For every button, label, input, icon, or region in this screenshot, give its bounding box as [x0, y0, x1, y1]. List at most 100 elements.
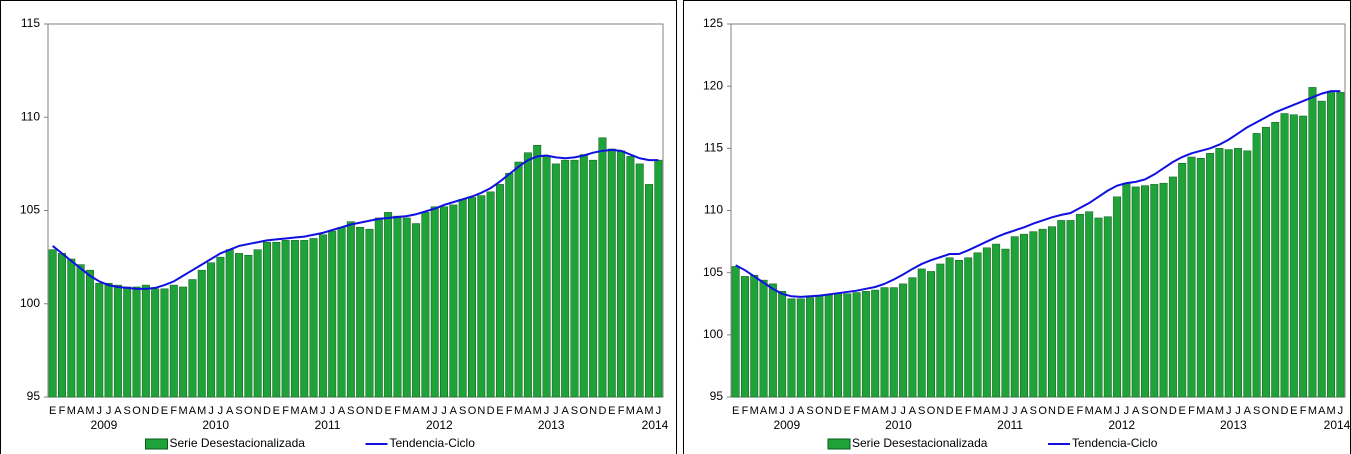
x-tick-label: E — [608, 405, 615, 417]
x-tick-label: O — [580, 405, 589, 417]
year-label: 2011 — [997, 418, 1023, 432]
x-tick-label: O — [927, 405, 936, 417]
bar — [263, 241, 271, 398]
bar — [160, 288, 169, 398]
x-tick-label: A — [1132, 405, 1140, 417]
bar — [992, 243, 1001, 398]
bar — [356, 227, 365, 398]
x-tick-label: M — [421, 405, 430, 417]
bar — [1178, 163, 1187, 398]
bar — [954, 259, 963, 398]
x-tick-label: N — [936, 405, 944, 417]
x-tick-label: J — [789, 405, 795, 417]
bar — [281, 240, 290, 398]
x-tick-label: F — [394, 405, 401, 417]
x-tick-label: M — [514, 405, 523, 417]
year-label: 2013 — [538, 418, 565, 432]
x-tick-label: D — [598, 405, 606, 417]
y-tick-label: 115 — [704, 141, 723, 155]
x-tick-label: F — [1300, 405, 1307, 417]
x-tick-label: J — [106, 405, 112, 417]
x-tick-label: M — [67, 405, 76, 417]
bar — [412, 223, 421, 398]
y-tick-label: 120 — [703, 78, 723, 92]
bar — [815, 296, 824, 398]
x-tick-label: A — [338, 405, 346, 417]
x-tick-label: A — [1206, 405, 1214, 417]
x-tick-label: O — [1262, 405, 1271, 417]
bar — [1057, 220, 1066, 398]
bar — [834, 293, 842, 398]
x-tick-label: M — [1326, 405, 1335, 417]
bar — [104, 282, 113, 398]
x-tick-label: E — [273, 405, 280, 417]
x-tick-label: M — [197, 405, 206, 417]
x-tick-label: E — [496, 405, 503, 417]
x-tick-label: S — [571, 405, 578, 417]
x-tick-label: F — [853, 405, 860, 417]
x-tick-label: A — [909, 405, 917, 417]
x-tick-label: F — [506, 405, 513, 417]
x-tick-label: A — [1244, 405, 1252, 417]
bar — [272, 241, 281, 398]
bar — [1327, 90, 1336, 398]
x-tick-label: F — [1076, 405, 1083, 417]
x-tick-label: F — [965, 405, 972, 417]
x-tick-label: E — [1179, 405, 1186, 417]
bar — [216, 256, 225, 398]
bar — [514, 161, 523, 398]
x-tick-label: J — [1114, 405, 1120, 417]
year-label: 2009 — [773, 418, 800, 432]
bar — [1159, 182, 1168, 398]
bar — [778, 291, 787, 398]
x-tick-label: O — [356, 405, 365, 417]
bar — [1141, 185, 1149, 398]
bar — [1243, 150, 1252, 398]
bar — [393, 215, 402, 398]
x-tick-label: S — [806, 405, 813, 417]
bar — [1038, 228, 1047, 398]
bar — [225, 249, 234, 398]
bar — [598, 137, 607, 398]
x-tick-label: M — [992, 405, 1001, 417]
bar — [1280, 113, 1289, 398]
bar — [486, 191, 495, 398]
x-tick-label: A — [524, 405, 532, 417]
year-label: 2011 — [315, 418, 341, 432]
bar — [95, 282, 104, 398]
x-tick-label: M — [644, 405, 653, 417]
bar — [235, 253, 244, 398]
bar — [731, 266, 740, 398]
x-tick-label: J — [432, 405, 438, 417]
y-tick-label: 125 — [703, 16, 723, 30]
x-tick-label: J — [1235, 405, 1241, 417]
x-tick-label: A — [1318, 405, 1326, 417]
x-tick-label: A — [636, 405, 644, 417]
bar — [346, 221, 355, 398]
x-tick-label: M — [309, 405, 318, 417]
x-tick-label: M — [1103, 405, 1112, 417]
x-tick-label: A — [114, 405, 122, 417]
x-tick-label: O — [132, 405, 141, 417]
bar — [561, 159, 570, 398]
x-tick-label: J — [553, 405, 559, 417]
bar — [607, 148, 616, 398]
bar — [1271, 121, 1280, 398]
x-tick-label: F — [742, 405, 749, 417]
legend-label: Serie Desestacionalizada — [170, 436, 306, 450]
x-tick-label: A — [760, 405, 768, 417]
bar — [449, 204, 458, 398]
x-tick-label: N — [477, 405, 485, 417]
x-tick-label: N — [825, 405, 833, 417]
bar — [899, 283, 908, 398]
bar — [1234, 148, 1242, 398]
bar — [290, 240, 299, 398]
bar — [579, 154, 588, 398]
bar — [458, 199, 467, 398]
bar — [824, 294, 833, 398]
bar — [1122, 182, 1131, 398]
legend-label: Tendencia-Ciclo — [390, 436, 476, 450]
year-label: 2014 — [642, 418, 669, 432]
year-label: 2009 — [91, 418, 118, 432]
